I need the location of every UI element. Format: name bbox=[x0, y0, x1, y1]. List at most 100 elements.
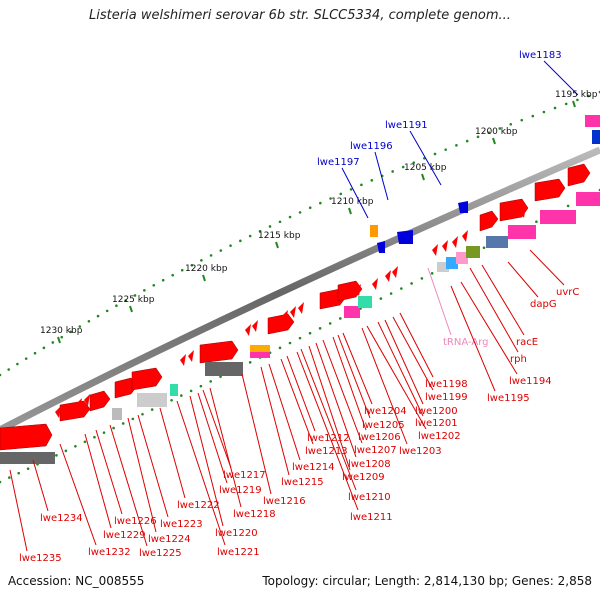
gene-block[interactable] bbox=[344, 306, 360, 318]
gene-arrow-small[interactable] bbox=[188, 350, 194, 362]
label-lwe1212[interactable]: lwe1212 bbox=[307, 433, 350, 444]
gene-arrow[interactable] bbox=[89, 390, 111, 412]
label-lwe1208[interactable]: lwe1208 bbox=[348, 459, 391, 470]
gene-block[interactable] bbox=[437, 262, 449, 272]
gene-block[interactable] bbox=[508, 225, 536, 239]
gene-arrow-small[interactable] bbox=[68, 402, 74, 414]
gene-arrow-small[interactable] bbox=[462, 230, 468, 242]
gene-arrow[interactable] bbox=[267, 313, 295, 335]
gene-arrow-small[interactable] bbox=[355, 284, 361, 296]
label-lwe1225[interactable]: lwe1225 bbox=[139, 548, 182, 559]
gene-arrow[interactable] bbox=[131, 367, 163, 391]
upper-gene-arrow[interactable] bbox=[458, 201, 468, 213]
label-lwe1218[interactable]: lwe1218 bbox=[233, 509, 276, 520]
label-lwe1221[interactable]: lwe1221 bbox=[217, 547, 260, 558]
label-lwe1224[interactable]: lwe1224 bbox=[148, 534, 191, 545]
gene-arrow-small[interactable] bbox=[84, 394, 90, 406]
label-lwe1194[interactable]: lwe1194 bbox=[509, 376, 552, 387]
gene-block[interactable] bbox=[456, 252, 468, 264]
gene-block[interactable] bbox=[0, 452, 55, 464]
gene-arrow-small[interactable] bbox=[150, 372, 156, 384]
label-lwe1197[interactable]: lwe1197 bbox=[317, 157, 360, 168]
label-lwe1205[interactable]: lwe1205 bbox=[362, 420, 405, 431]
label-lwe1209[interactable]: lwe1209 bbox=[342, 472, 385, 483]
gene-arrow-small[interactable] bbox=[290, 306, 296, 318]
label-lwe1210[interactable]: lwe1210 bbox=[348, 492, 391, 503]
upper-gene-arrow[interactable] bbox=[377, 241, 385, 253]
label-lwe1235[interactable]: lwe1235 bbox=[19, 553, 62, 564]
label-lwe1216[interactable]: lwe1216 bbox=[263, 496, 306, 507]
gene-arrow[interactable] bbox=[534, 178, 566, 202]
label-lwe1199[interactable]: lwe1199 bbox=[425, 392, 468, 403]
label-lwe1207[interactable]: lwe1207 bbox=[354, 445, 397, 456]
gene-arrow-small[interactable] bbox=[282, 310, 288, 322]
label-lwe1200[interactable]: lwe1200 bbox=[415, 406, 458, 417]
gene-arrow[interactable] bbox=[479, 210, 499, 232]
gene-arrow-small[interactable] bbox=[452, 236, 458, 248]
gene-arrow[interactable] bbox=[0, 423, 53, 451]
gene-features[interactable] bbox=[0, 115, 600, 464]
label-lwe1215[interactable]: lwe1215 bbox=[281, 477, 324, 488]
label-dapg[interactable]: dapG bbox=[530, 299, 557, 310]
gene-block[interactable] bbox=[137, 393, 167, 407]
label-lwe1195[interactable]: lwe1195 bbox=[487, 393, 530, 404]
gene-arrow[interactable] bbox=[567, 163, 591, 187]
upper-gene-arrow[interactable] bbox=[397, 230, 413, 244]
gene-arrow[interactable] bbox=[199, 340, 239, 364]
label-lwe1196[interactable]: lwe1196 bbox=[350, 141, 393, 152]
upper-gene-labels[interactable]: lwe1183 lwe1191 lwe1196 lwe1197 bbox=[317, 50, 579, 219]
label-lwe1220[interactable]: lwe1220 bbox=[215, 528, 258, 539]
label-lwe1232[interactable]: lwe1232 bbox=[88, 547, 131, 558]
gene-arrow-small[interactable] bbox=[385, 270, 391, 282]
label-lwe1223[interactable]: lwe1223 bbox=[160, 519, 203, 530]
gene-arrow-small[interactable] bbox=[245, 324, 251, 336]
gene-arrow-small[interactable] bbox=[298, 302, 304, 314]
gene-block[interactable] bbox=[585, 115, 600, 127]
label-lwe1203[interactable]: lwe1203 bbox=[399, 446, 442, 457]
label-lwe1201[interactable]: lwe1201 bbox=[415, 418, 458, 429]
label-lwe1211[interactable]: lwe1211 bbox=[350, 512, 393, 523]
label-lwe1222[interactable]: lwe1222 bbox=[177, 500, 220, 511]
gene-block[interactable] bbox=[250, 345, 270, 353]
label-race[interactable]: racE bbox=[516, 337, 538, 348]
label-lwe1219[interactable]: lwe1219 bbox=[219, 485, 262, 496]
label-lwe1204[interactable]: lwe1204 bbox=[364, 406, 407, 417]
label-lwe1214[interactable]: lwe1214 bbox=[292, 462, 335, 473]
gene-block[interactable] bbox=[540, 210, 576, 224]
label-lwe1217[interactable]: lwe1217 bbox=[223, 470, 266, 481]
gene-arrow-small[interactable] bbox=[76, 398, 82, 410]
label-trna-arg[interactable]: tRNA-Arg bbox=[443, 337, 488, 348]
gene-block[interactable] bbox=[205, 362, 243, 376]
gene-block[interactable] bbox=[466, 246, 480, 258]
gene-arrow[interactable] bbox=[499, 198, 529, 222]
gene-arrow-small[interactable] bbox=[442, 240, 448, 252]
label-lwe1191[interactable]: lwe1191 bbox=[385, 120, 428, 131]
label-uvrc[interactable]: uvrC bbox=[556, 287, 579, 298]
label-lwe1229[interactable]: lwe1229 bbox=[103, 530, 146, 541]
gene-arrow[interactable] bbox=[59, 400, 91, 422]
label-lwe1202[interactable]: lwe1202 bbox=[418, 431, 461, 442]
gene-arrow-small[interactable] bbox=[180, 354, 186, 366]
gene-block[interactable] bbox=[112, 408, 122, 420]
gene-arrow-small[interactable] bbox=[55, 406, 61, 418]
label-lwe1213[interactable]: lwe1213 bbox=[305, 446, 348, 457]
label-lwe1198[interactable]: lwe1198 bbox=[425, 379, 468, 390]
gene-block[interactable] bbox=[170, 384, 178, 396]
gene-block[interactable] bbox=[576, 192, 600, 206]
gene-arrow-small[interactable] bbox=[520, 206, 526, 218]
label-lwe1234[interactable]: lwe1234 bbox=[40, 513, 83, 524]
gene-arrow-small[interactable] bbox=[252, 320, 258, 332]
gene-block[interactable] bbox=[592, 130, 600, 144]
label-lwe1183[interactable]: lwe1183 bbox=[519, 50, 562, 61]
upper-gene-orange[interactable] bbox=[370, 225, 378, 237]
label-lwe1206[interactable]: lwe1206 bbox=[358, 432, 401, 443]
gene-arrow[interactable] bbox=[114, 377, 138, 399]
gene-block[interactable] bbox=[446, 257, 458, 269]
gene-block[interactable] bbox=[358, 296, 372, 308]
label-lwe1226[interactable]: lwe1226 bbox=[114, 516, 157, 527]
gene-arrow-small[interactable] bbox=[392, 266, 398, 278]
gene-block[interactable] bbox=[250, 352, 270, 358]
gene-block[interactable] bbox=[486, 236, 508, 248]
